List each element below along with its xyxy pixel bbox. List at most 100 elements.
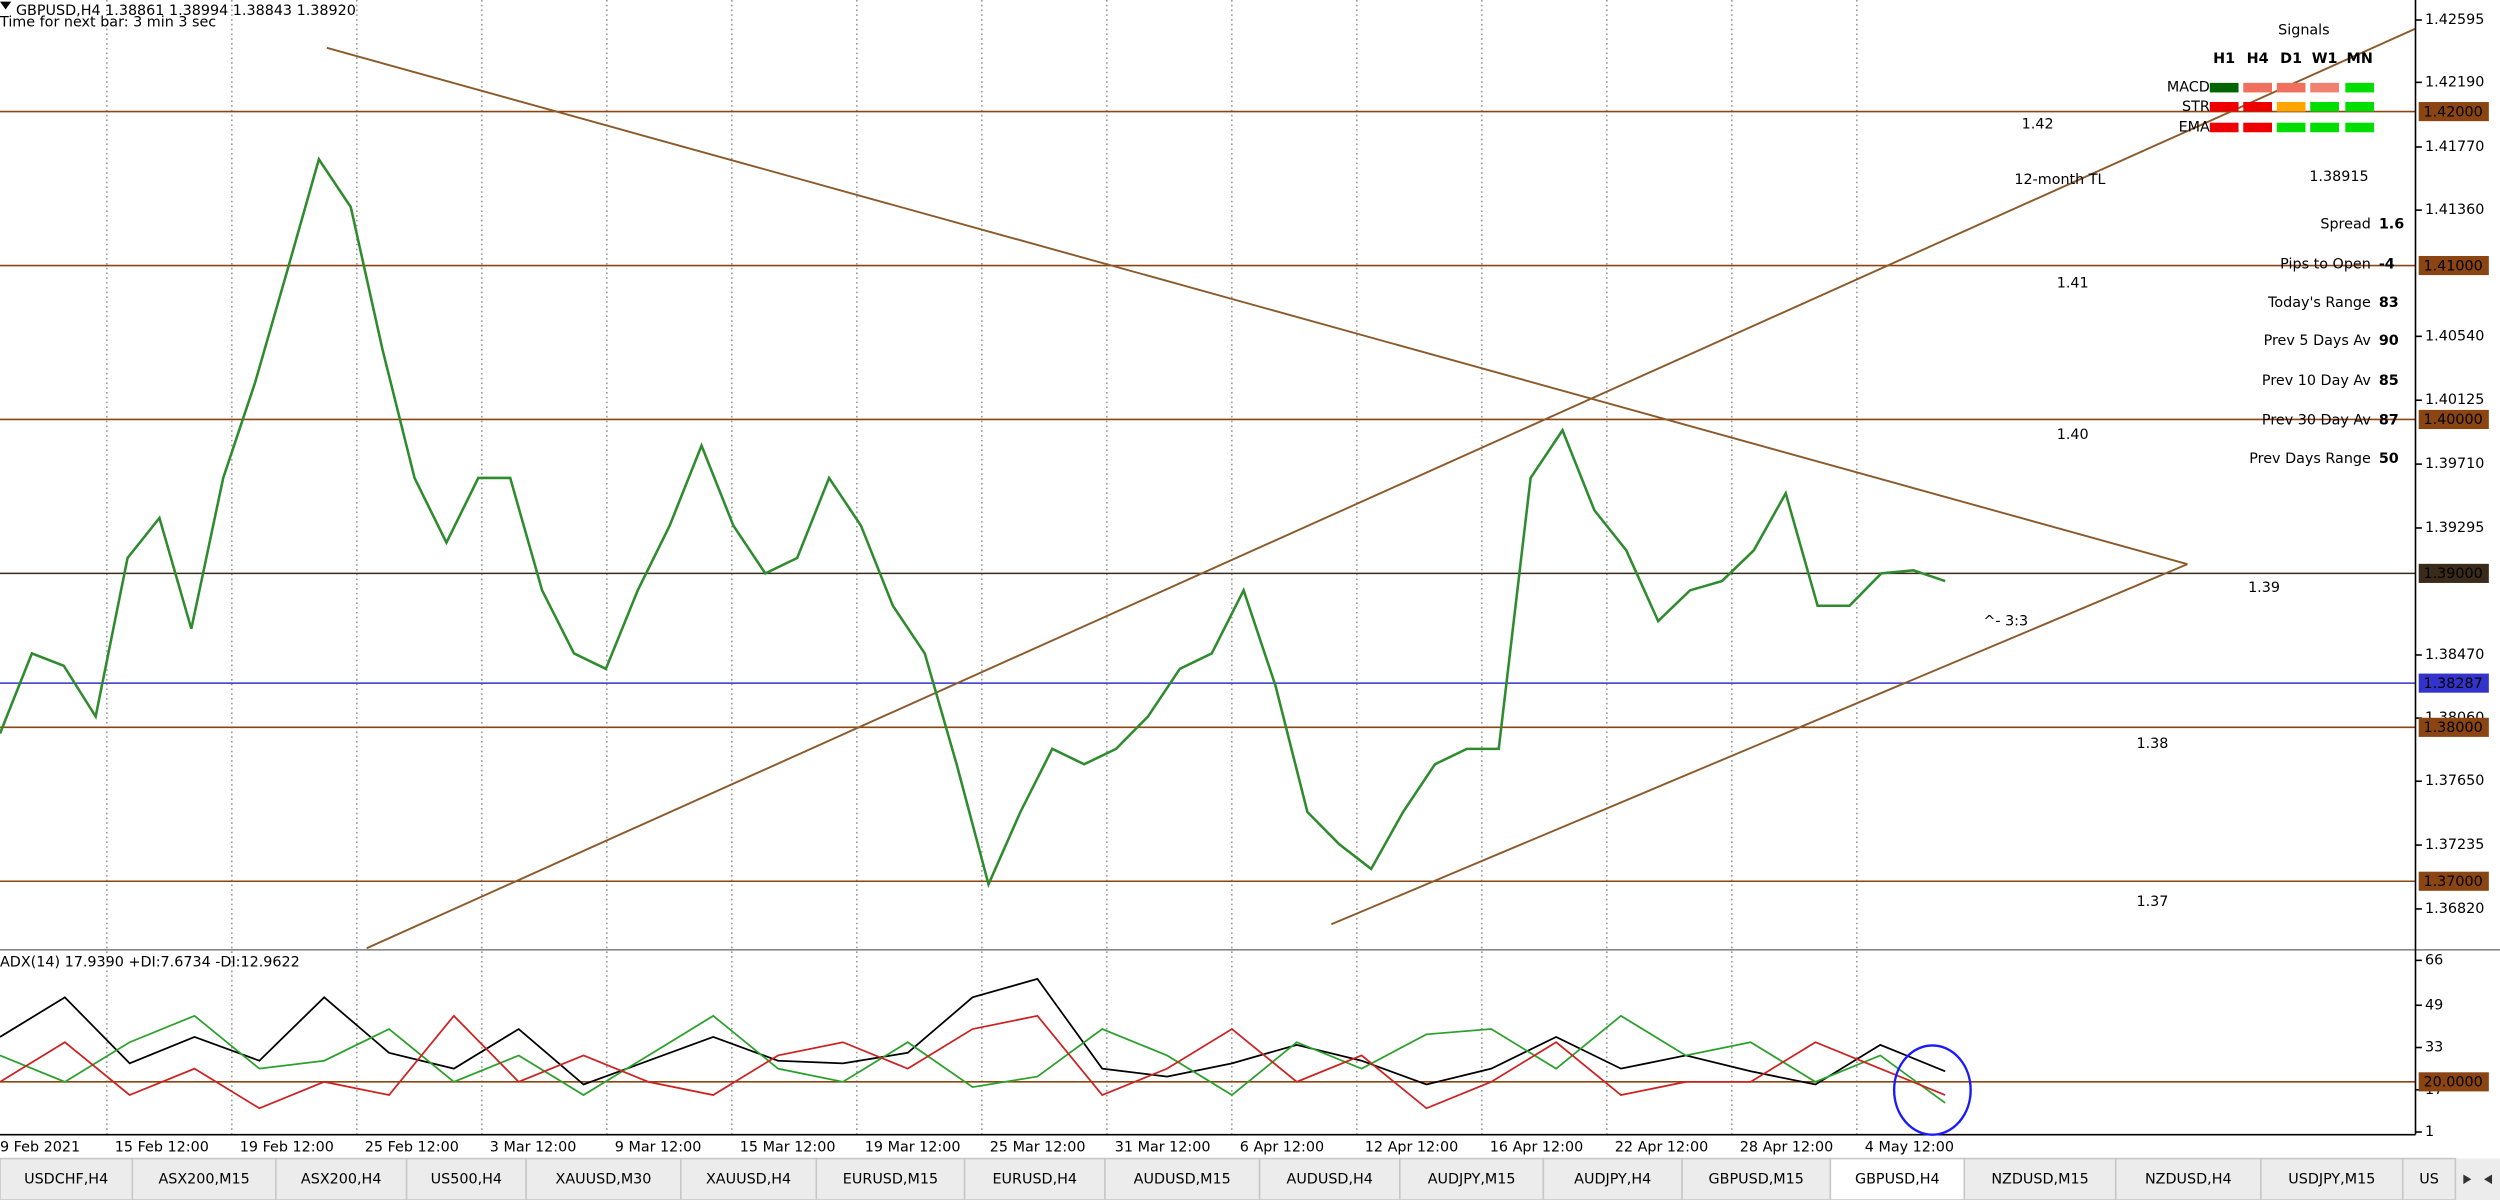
signal-cell bbox=[2310, 101, 2339, 112]
tab-label[interactable]: AUDJPY,H4 bbox=[1574, 1171, 1651, 1187]
tab[interactable] bbox=[963, 1157, 1106, 1200]
signal-cell bbox=[2243, 82, 2273, 93]
tab-label[interactable]: XAUUSD,H4 bbox=[706, 1171, 791, 1187]
tab-label[interactable]: EURUSD,H4 bbox=[992, 1171, 1077, 1187]
x-tick-label: 16 Apr 12:00 bbox=[1490, 1139, 1583, 1155]
y-tick-label: 1.42595 bbox=[2425, 12, 2484, 28]
tab[interactable] bbox=[680, 1157, 818, 1200]
y-tick-label: 49 bbox=[2425, 997, 2443, 1013]
x-tick-label: 25 Mar 12:00 bbox=[990, 1139, 1086, 1155]
y-tick-label: 1.39710 bbox=[2425, 456, 2484, 472]
tab[interactable] bbox=[1104, 1157, 1261, 1200]
descending-trendline bbox=[326, 46, 2188, 566]
tab[interactable] bbox=[0, 1157, 134, 1200]
tab[interactable] bbox=[1399, 1157, 1545, 1200]
level-label-box bbox=[2418, 102, 2489, 122]
tab[interactable] bbox=[2401, 1157, 2457, 1200]
y-tick-label: 1.39295 bbox=[2425, 520, 2484, 536]
stat-label: Prev 5 Days Av bbox=[2264, 333, 2372, 349]
y-tick-label: 1.37650 bbox=[2425, 773, 2484, 789]
stat-value: -4 bbox=[2379, 257, 2395, 273]
level-label-box bbox=[2418, 563, 2489, 583]
y-tick-label: 1.40540 bbox=[2425, 328, 2484, 344]
y-tick-label: 66 bbox=[2425, 952, 2443, 968]
stat-value: 83 bbox=[2379, 295, 2399, 311]
level-label-box bbox=[2418, 255, 2489, 276]
stat-label: Spread bbox=[2320, 217, 2370, 233]
tab-label[interactable]: ASX200,H4 bbox=[301, 1171, 382, 1187]
chart-annotation: ^- 3:3 bbox=[1983, 614, 2028, 630]
stat-label: Prev 10 Day Av bbox=[2262, 373, 2371, 389]
x-tick-label: 12 Apr 12:00 bbox=[1365, 1139, 1458, 1155]
x-tick-label: 31 Mar 12:00 bbox=[1115, 1139, 1211, 1155]
tab-label[interactable]: XAUUSD,M30 bbox=[556, 1171, 652, 1187]
indicator-title: ADX(14) 17.9390 +DI:7.6734 -DI:12.9622 bbox=[0, 955, 300, 971]
stat-value: 90 bbox=[2379, 333, 2399, 349]
tab[interactable] bbox=[2260, 1157, 2404, 1200]
x-tick-label: 9 Feb 2021 bbox=[0, 1139, 80, 1155]
tab-label[interactable]: NZDUSD,H4 bbox=[2145, 1171, 2232, 1187]
signal-column: D1 bbox=[2280, 51, 2302, 67]
tab-label[interactable]: AUDJPY,M15 bbox=[1428, 1171, 1516, 1187]
x-tick-label: 3 Mar 12:00 bbox=[490, 1139, 577, 1155]
tab-label[interactable]: GBPUSD,M15 bbox=[1709, 1171, 1804, 1187]
signal-cell bbox=[2276, 122, 2306, 133]
tab-label[interactable]: AUDUSD,M15 bbox=[1134, 1171, 1231, 1187]
signal-cell bbox=[2209, 101, 2239, 112]
current-price: 1.38915 bbox=[2309, 169, 2368, 185]
indicator-line bbox=[0, 1014, 1946, 1104]
tab-label[interactable]: US500,H4 bbox=[431, 1171, 502, 1187]
level-label-box bbox=[2418, 409, 2489, 430]
level-label-box bbox=[2418, 1072, 2489, 1092]
stat-label: Today's Range bbox=[2267, 295, 2371, 311]
signal-row-label: MACD bbox=[2167, 80, 2210, 96]
signal-column: W1 bbox=[2312, 51, 2338, 67]
signal-cell bbox=[2310, 82, 2339, 93]
tab[interactable] bbox=[1258, 1157, 1401, 1200]
signal-column: H4 bbox=[2247, 51, 2269, 67]
signal-cell bbox=[2310, 122, 2339, 133]
signal-cell bbox=[2345, 122, 2375, 133]
signal-cell bbox=[2276, 101, 2306, 112]
chart-annotation: 1.37 bbox=[2136, 894, 2168, 910]
tab[interactable] bbox=[131, 1157, 277, 1200]
tab-scroll-right[interactable] bbox=[2484, 1174, 2493, 1185]
signal-cell bbox=[2345, 82, 2375, 93]
x-tick-label: 19 Mar 12:00 bbox=[865, 1139, 961, 1155]
tab-label[interactable]: NZDUSD,M15 bbox=[1991, 1171, 2088, 1187]
y-tick-label: 1 bbox=[2425, 1124, 2434, 1140]
active-tab[interactable] bbox=[1829, 1157, 1966, 1200]
x-tick-label: 15 Mar 12:00 bbox=[740, 1139, 836, 1155]
tab-label[interactable]: GBPUSD,H4 bbox=[1855, 1171, 1940, 1187]
tab-label[interactable]: AUDUSD,H4 bbox=[1287, 1171, 1373, 1187]
tab[interactable] bbox=[2114, 1157, 2262, 1200]
tab[interactable] bbox=[1963, 1157, 2117, 1200]
indicator-line bbox=[0, 977, 1946, 1086]
x-tick-label: 19 Feb 12:00 bbox=[240, 1139, 334, 1155]
tab[interactable] bbox=[525, 1157, 682, 1200]
level-label: 20.0000 bbox=[2423, 1075, 2482, 1091]
x-tick-label: 4 May 12:00 bbox=[1865, 1139, 1954, 1155]
tab-label[interactable]: USDJPY,M15 bbox=[2288, 1171, 2375, 1187]
stat-value: 85 bbox=[2379, 373, 2399, 389]
level-label: 1.41000 bbox=[2423, 258, 2482, 274]
stat-value: 87 bbox=[2379, 413, 2399, 429]
stat-value: 1.6 bbox=[2379, 217, 2404, 233]
x-tick-label: 6 Apr 12:00 bbox=[1240, 1139, 1324, 1155]
tab-label[interactable]: USDCHF,H4 bbox=[24, 1171, 108, 1187]
highlight-circle bbox=[1892, 1044, 1972, 1136]
tab-label[interactable]: ASX200,M15 bbox=[158, 1171, 249, 1187]
x-tick-label: 9 Mar 12:00 bbox=[615, 1139, 702, 1155]
y-tick-label: 1.36820 bbox=[2425, 901, 2484, 917]
level-layer bbox=[0, 110, 2416, 1083]
y-tick-label: 1.37235 bbox=[2425, 837, 2484, 853]
tab-scroll-left[interactable] bbox=[2463, 1174, 2472, 1185]
level-label: 1.40000 bbox=[2423, 412, 2482, 428]
stat-label: Pips to Open bbox=[2280, 257, 2371, 273]
signal-cell bbox=[2345, 101, 2375, 112]
level-label-box bbox=[2418, 871, 2489, 891]
chart-annotation: 1.39 bbox=[2248, 580, 2280, 596]
tab-label[interactable]: EURUSD,M15 bbox=[843, 1171, 938, 1187]
tab-label[interactable]: US bbox=[2419, 1171, 2439, 1187]
